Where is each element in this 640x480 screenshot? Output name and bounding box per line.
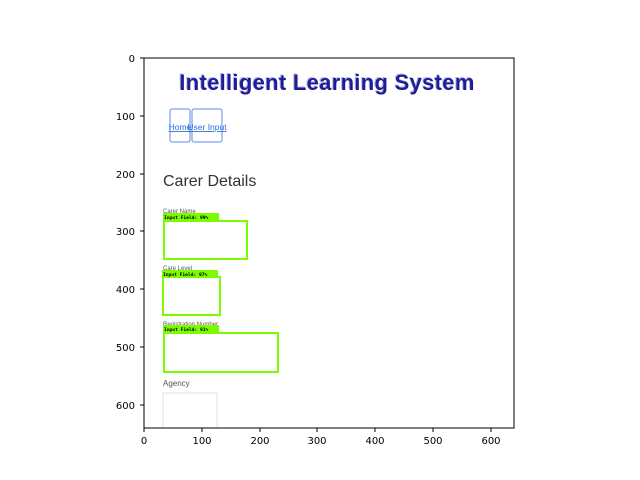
agency-input[interactable] [162, 392, 218, 429]
y-tick-label-6: 600 [116, 401, 135, 412]
y-tick-label-3: 300 [116, 227, 135, 238]
detection-badge-1 [163, 213, 219, 221]
nav-button-home[interactable]: Home [169, 108, 192, 143]
detection-label-1: Input Field: 99% [164, 215, 208, 221]
detection-badge-3 [163, 325, 219, 333]
field-label-agency: Agency [163, 379, 190, 388]
app-title-shadow: Intelligent Learning System [178, 69, 473, 94]
y-tick-label-0: 0 [129, 54, 135, 65]
registration-number-input[interactable] [163, 332, 279, 373]
y-tick-label-4: 400 [116, 285, 135, 296]
field-label-carer-name: Carer Name [163, 209, 196, 215]
x-tick-label-5: 500 [423, 436, 442, 447]
x-tick-label-6: 600 [481, 436, 500, 447]
x-tick-label-0: 0 [141, 436, 147, 447]
detection-badge-2 [162, 270, 218, 278]
y-tick-label-5: 500 [116, 343, 135, 354]
x-tick-label-2: 200 [250, 436, 269, 447]
section-title: Carer Details [163, 173, 256, 190]
x-tick-label-3: 300 [307, 436, 326, 447]
x-tick-label-1: 100 [192, 436, 211, 447]
nav-user-input-label: User Input [187, 122, 227, 132]
axes-frame [143, 57, 515, 429]
detection-label-3: Input Field: 91% [164, 327, 208, 333]
detection-label-2: Input Field: 97% [163, 272, 207, 278]
y-axis: 0 100 200 300 400 500 600 [116, 54, 144, 412]
carer-name-input[interactable] [163, 220, 248, 260]
x-axis: 0 100 200 300 400 500 600 [141, 428, 501, 447]
x-tick-label-4: 400 [365, 436, 384, 447]
y-tick-label-1: 100 [116, 112, 135, 123]
y-tick-label-2: 200 [116, 170, 135, 181]
nav-home-label: Home [169, 122, 192, 132]
care-level-input[interactable] [162, 276, 221, 316]
field-label-care-level: Care Level [163, 266, 192, 272]
app-title: Intelligent Learning System [179, 70, 474, 95]
nav-button-user-input[interactable]: User Input [187, 108, 227, 143]
